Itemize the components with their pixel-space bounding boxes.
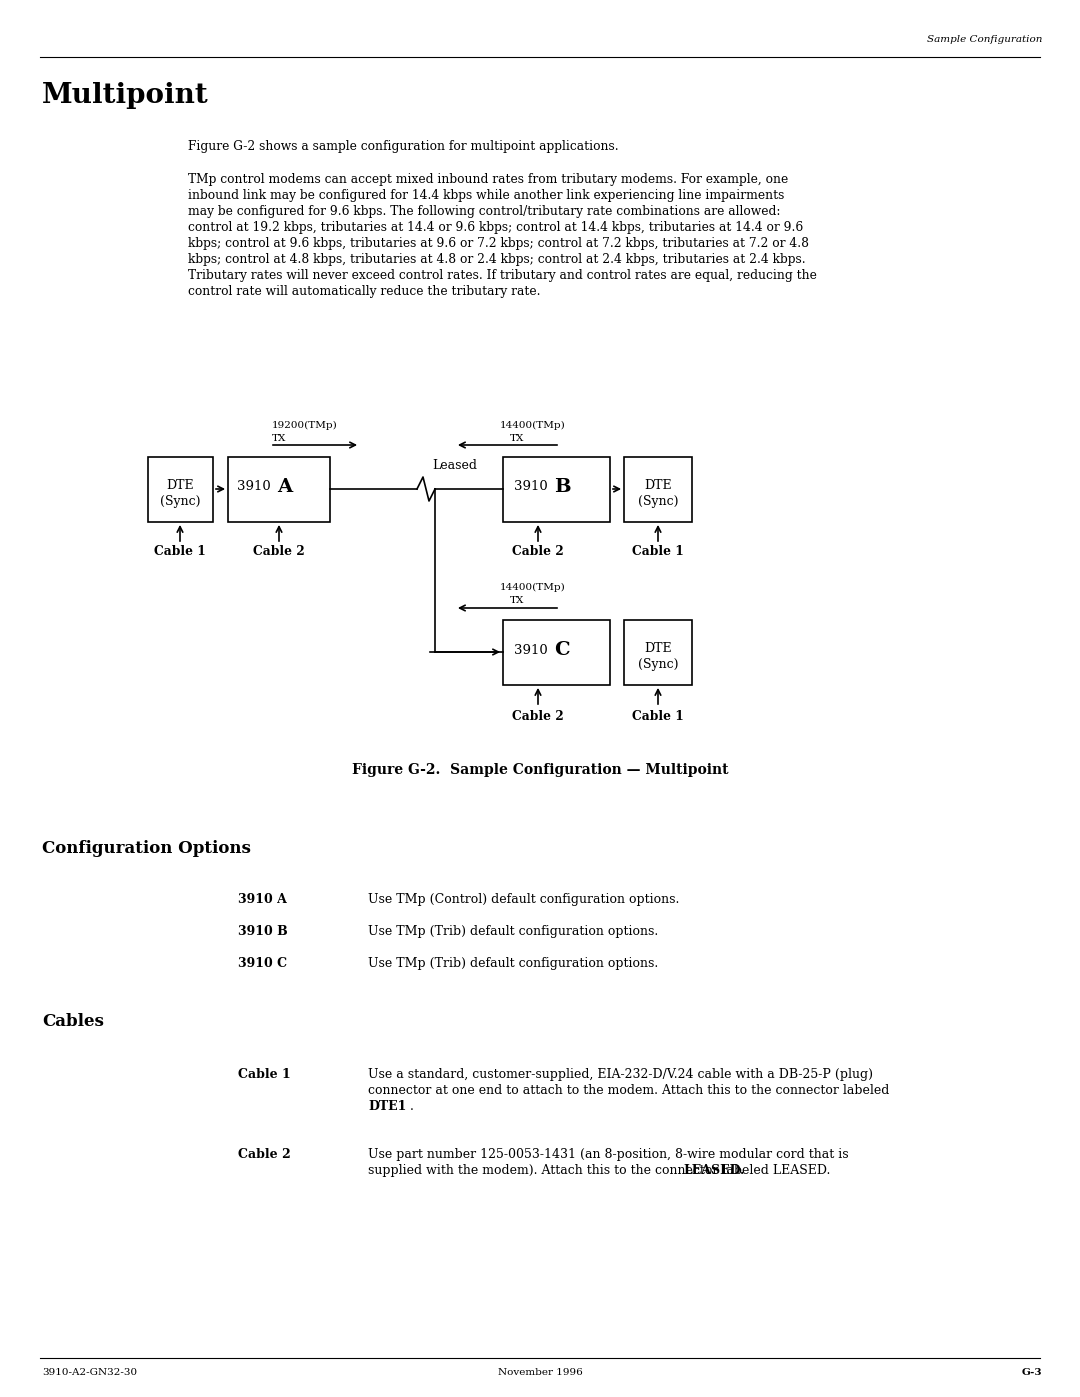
Text: G-3: G-3 xyxy=(1022,1368,1042,1377)
Text: TX: TX xyxy=(510,597,525,605)
Text: Use part number 125-0053-1431 (an 8-position, 8-wire modular cord that is: Use part number 125-0053-1431 (an 8-posi… xyxy=(368,1148,849,1161)
Text: Use TMp (Trib) default configuration options.: Use TMp (Trib) default configuration opt… xyxy=(368,925,658,937)
Text: Cable 2: Cable 2 xyxy=(512,710,564,724)
Text: Cable 1: Cable 1 xyxy=(632,710,684,724)
Text: TX: TX xyxy=(272,434,286,443)
Text: 3910 A: 3910 A xyxy=(238,893,287,907)
Text: .: . xyxy=(410,1099,414,1113)
Text: Sample Configuration: Sample Configuration xyxy=(927,35,1042,43)
Text: Cable 2: Cable 2 xyxy=(512,545,564,557)
Text: November 1996: November 1996 xyxy=(498,1368,582,1377)
Text: Use TMp (Control) default configuration options.: Use TMp (Control) default configuration … xyxy=(368,893,679,907)
Text: 19200(TMp): 19200(TMp) xyxy=(272,420,338,430)
Text: (Sync): (Sync) xyxy=(160,495,200,509)
Bar xyxy=(624,457,692,522)
Text: 3910: 3910 xyxy=(514,481,548,493)
Text: Figure G-2.  Sample Configuration — Multipoint: Figure G-2. Sample Configuration — Multi… xyxy=(352,763,728,777)
Text: 3910-A2-GN32-30: 3910-A2-GN32-30 xyxy=(42,1368,137,1377)
Text: Tributary rates will never exceed control rates. If tributary and control rates : Tributary rates will never exceed contro… xyxy=(188,270,816,282)
Text: LEASED.: LEASED. xyxy=(683,1164,744,1178)
Text: 3910 B: 3910 B xyxy=(238,925,287,937)
Text: DTE1: DTE1 xyxy=(368,1099,406,1113)
Text: Cable 2: Cable 2 xyxy=(238,1148,291,1161)
Text: DTE: DTE xyxy=(644,643,672,655)
Text: Use TMp (Trib) default configuration options.: Use TMp (Trib) default configuration opt… xyxy=(368,957,658,970)
Text: may be configured for 9.6 kbps. The following control/tributary rate combination: may be configured for 9.6 kbps. The foll… xyxy=(188,205,781,218)
Text: kbps; control at 4.8 kbps, tributaries at 4.8 or 2.4 kbps; control at 2.4 kbps, : kbps; control at 4.8 kbps, tributaries a… xyxy=(188,253,806,265)
Text: Cable 1: Cable 1 xyxy=(154,545,206,557)
Text: Cable 1: Cable 1 xyxy=(238,1067,291,1081)
Text: C: C xyxy=(554,641,569,659)
Text: kbps; control at 9.6 kbps, tributaries at 9.6 or 7.2 kbps; control at 7.2 kbps, : kbps; control at 9.6 kbps, tributaries a… xyxy=(188,237,809,250)
Text: Configuration Options: Configuration Options xyxy=(42,840,251,856)
Bar xyxy=(148,457,213,522)
Text: (Sync): (Sync) xyxy=(638,658,678,671)
Text: connector at one end to attach to the modem. Attach this to the connector labele: connector at one end to attach to the mo… xyxy=(368,1084,889,1097)
Text: Use a standard, customer-supplied, EIA-232-D/V.24 cable with a DB-25-P (plug): Use a standard, customer-supplied, EIA-2… xyxy=(368,1067,873,1081)
Text: Leased: Leased xyxy=(432,460,477,472)
Text: DTE: DTE xyxy=(166,479,193,492)
Text: 3910: 3910 xyxy=(514,644,548,657)
Text: 14400(TMp): 14400(TMp) xyxy=(500,420,566,430)
Text: Multipoint: Multipoint xyxy=(42,82,208,109)
Text: Cable 2: Cable 2 xyxy=(253,545,305,557)
Bar xyxy=(503,457,610,522)
Text: Cable 1: Cable 1 xyxy=(632,545,684,557)
Text: Figure G-2 shows a sample configuration for multipoint applications.: Figure G-2 shows a sample configuration … xyxy=(188,140,619,154)
Text: Cables: Cables xyxy=(42,1013,104,1030)
Text: 3910: 3910 xyxy=(238,481,271,493)
Text: A: A xyxy=(276,478,292,496)
Bar xyxy=(624,620,692,685)
Text: (Sync): (Sync) xyxy=(638,495,678,509)
Text: control at 19.2 kbps, tributaries at 14.4 or 9.6 kbps; control at 14.4 kbps, tri: control at 19.2 kbps, tributaries at 14.… xyxy=(188,221,804,235)
Text: inbound link may be configured for 14.4 kbps while another link experiencing lin: inbound link may be configured for 14.4 … xyxy=(188,189,784,203)
Bar xyxy=(503,620,610,685)
Text: TMp control modems can accept mixed inbound rates from tributary modems. For exa: TMp control modems can accept mixed inbo… xyxy=(188,173,788,186)
Text: B: B xyxy=(554,478,570,496)
Text: 3910 C: 3910 C xyxy=(238,957,287,970)
Text: TX: TX xyxy=(510,434,525,443)
Text: supplied with the modem). Attach this to the connector labeled LEASED.: supplied with the modem). Attach this to… xyxy=(368,1164,831,1178)
Bar xyxy=(228,457,330,522)
Text: 14400(TMp): 14400(TMp) xyxy=(500,583,566,592)
Text: control rate will automatically reduce the tributary rate.: control rate will automatically reduce t… xyxy=(188,285,540,298)
Text: DTE: DTE xyxy=(644,479,672,492)
